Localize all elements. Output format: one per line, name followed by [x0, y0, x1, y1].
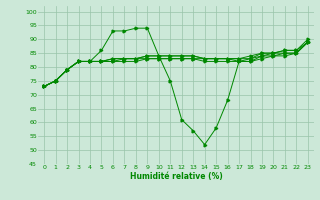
X-axis label: Humidité relative (%): Humidité relative (%)	[130, 172, 222, 181]
